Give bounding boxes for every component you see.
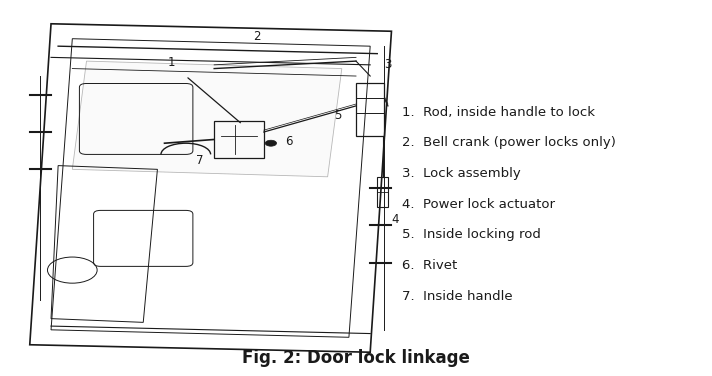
Text: 6: 6 — [285, 135, 293, 148]
Text: 7: 7 — [197, 153, 204, 167]
Bar — [214, 121, 264, 158]
Bar — [356, 83, 384, 136]
Text: 4.  Power lock actuator: 4. Power lock actuator — [402, 198, 555, 211]
Text: 7.  Inside handle: 7. Inside handle — [402, 290, 513, 303]
Text: 1.  Rod, inside handle to lock: 1. Rod, inside handle to lock — [402, 106, 595, 119]
Text: 6.  Rivet: 6. Rivet — [402, 259, 457, 272]
Text: 5.  Inside locking rod: 5. Inside locking rod — [402, 228, 541, 241]
Text: 3: 3 — [384, 58, 392, 71]
Polygon shape — [73, 61, 342, 177]
Text: 5: 5 — [335, 109, 342, 122]
Text: 3.  Lock assembly: 3. Lock assembly — [402, 167, 521, 180]
Circle shape — [265, 140, 276, 146]
Text: 4: 4 — [392, 213, 399, 226]
Text: 2.  Bell crank (power locks only): 2. Bell crank (power locks only) — [402, 136, 616, 150]
Text: 2: 2 — [253, 30, 261, 43]
Text: Fig. 2: Door lock linkage: Fig. 2: Door lock linkage — [242, 349, 470, 367]
Bar — [377, 177, 388, 207]
Text: 1: 1 — [168, 56, 175, 70]
